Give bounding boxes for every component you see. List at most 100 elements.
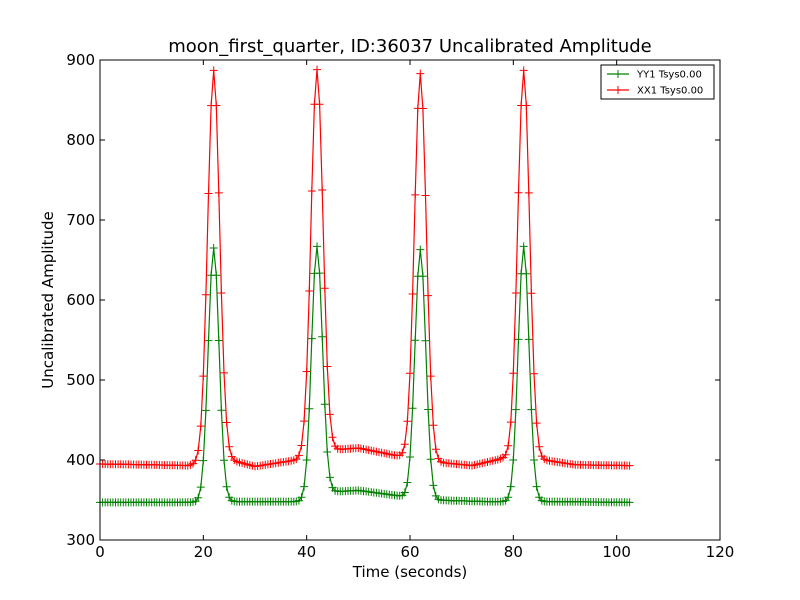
x-tick-label: 40 [297,543,316,561]
x-tick-label: 100 [602,543,631,561]
data-point [535,442,544,451]
y-tick-label: 900 [66,51,95,69]
data-point [408,290,417,298]
data-point [204,189,213,198]
data-point [403,417,412,426]
data-point [421,336,430,345]
data-point [323,362,332,371]
data-point [196,483,205,492]
data-point [400,488,409,497]
data-point [300,482,309,491]
data-point [530,369,538,378]
data-point [532,419,541,428]
data-point [421,191,430,200]
data-point [214,188,223,197]
y-tick-label: 700 [66,211,95,229]
data-point [406,369,414,378]
data-point [222,418,231,427]
data-point [411,190,420,199]
data-point [530,456,538,464]
data-point [509,369,518,378]
data-point [302,456,311,464]
data-point [429,421,438,430]
data-point [426,372,435,381]
data-point [220,456,228,465]
data-point [320,284,329,293]
data-point [225,442,234,451]
x-tick-label: 20 [194,543,213,561]
data-point [199,456,208,465]
data-point [400,440,409,449]
y-tick-label: 400 [66,451,95,469]
data-point [426,455,435,464]
data-point [318,186,327,194]
legend: YY1 Tsys0.00 XX1 Tsys0.00 [600,64,715,100]
data-point [191,456,200,465]
data-point [501,450,510,459]
data-point [416,69,425,78]
data-point [418,104,427,113]
data-point [318,332,327,341]
data-point [294,451,303,460]
data-point [325,410,334,419]
data-point [504,441,513,450]
data-point [313,65,321,74]
plot-area [96,65,634,507]
data-point [217,406,226,415]
data-point [212,101,221,110]
data-point [519,66,528,75]
data-point [323,448,332,456]
data-point [328,433,337,442]
x-tick-label: 80 [504,543,523,561]
data-point [532,482,541,491]
data-point [527,405,536,414]
y-tick-label: 300 [66,531,95,549]
x-axis-label: Time (seconds) [352,563,468,581]
data-point [325,473,334,482]
data-point [222,482,231,491]
data-point [429,481,438,490]
legend-marker [614,86,622,94]
legend-box [600,64,715,100]
data-point [313,242,321,251]
data-point [201,290,210,299]
data-point [297,493,306,502]
data-point [305,404,314,413]
data-point [212,271,221,280]
y-tick-label: 600 [66,291,95,309]
data-point [406,453,414,461]
data-point [403,478,412,487]
data-point [509,456,518,464]
data-point [209,66,218,75]
data-point [209,244,218,252]
data-point [431,445,440,454]
data-point [625,461,634,470]
data-point [194,493,203,502]
data-point [506,482,515,491]
data-point [524,188,533,197]
data-point [398,448,407,457]
data-point [504,493,513,502]
legend-item-yy1: YY1 Tsys0.00 [607,70,702,81]
legend-label: YY1 Tsys0.00 [636,70,702,81]
data-point [307,334,316,343]
data-point [320,400,329,409]
y-tick-label: 800 [66,131,95,149]
data-point [416,245,425,254]
axes: 0 20 40 60 80 100 120 300 400 500 600 700 800 900 [66,51,734,561]
data-point [411,336,420,345]
series-yy1 [96,242,634,507]
data-point [201,406,210,415]
data-point [302,367,311,376]
data-point [199,372,208,381]
data-point [418,272,427,281]
data-point [214,336,223,345]
data-point [408,404,417,413]
data-point [514,188,523,197]
x-tick-label: 60 [400,543,419,561]
data-point [514,335,523,344]
data-point [217,289,226,297]
data-point [315,100,324,109]
data-point [194,446,203,455]
x-tick-label: 0 [95,543,105,561]
